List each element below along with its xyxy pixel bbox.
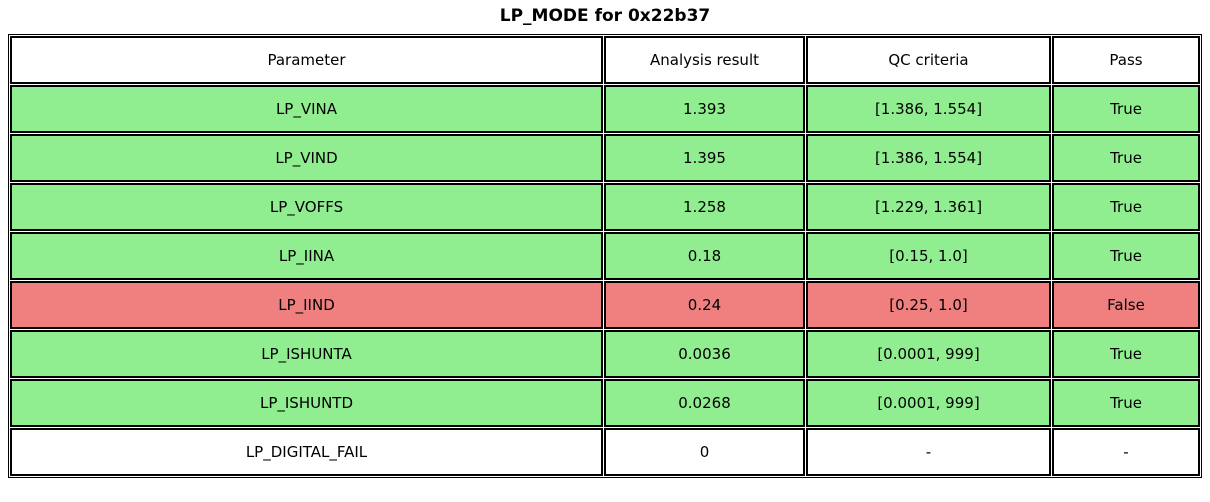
parameter-cell: LP_IINA xyxy=(10,232,603,280)
pass-cell: True xyxy=(1052,134,1200,182)
table-row: LP_IINA 0.18 [0.15, 1.0] True xyxy=(10,232,1200,280)
qc-results-table: Parameter Analysis result QC criteria Pa… xyxy=(8,34,1202,478)
parameter-cell: LP_ISHUNTA xyxy=(10,330,603,378)
qc-criteria-cell: [1.386, 1.554] xyxy=(806,85,1051,133)
column-header-pass: Pass xyxy=(1052,36,1200,84)
qc-criteria-cell: [0.25, 1.0] xyxy=(806,281,1051,329)
table-row: LP_VOFFS 1.258 [1.229, 1.361] True xyxy=(10,183,1200,231)
pass-cell: True xyxy=(1052,379,1200,427)
page-title: LP_MODE for 0x22b37 xyxy=(499,6,711,26)
table-row: LP_IIND 0.24 [0.25, 1.0] False xyxy=(10,281,1200,329)
analysis-result-cell: 0.24 xyxy=(604,281,805,329)
analysis-result-cell: 0.0036 xyxy=(604,330,805,378)
analysis-result-cell: 0.18 xyxy=(604,232,805,280)
pass-cell: - xyxy=(1052,428,1200,476)
header-row: Parameter Analysis result QC criteria Pa… xyxy=(10,36,1200,84)
table-row: LP_VIND 1.395 [1.386, 1.554] True xyxy=(10,134,1200,182)
pass-cell: True xyxy=(1052,183,1200,231)
table-body: LP_VINA 1.393 [1.386, 1.554] True LP_VIN… xyxy=(10,85,1200,476)
column-header-qc-criteria: QC criteria xyxy=(806,36,1051,84)
parameter-cell: LP_DIGITAL_FAIL xyxy=(10,428,603,476)
pass-cell: True xyxy=(1052,232,1200,280)
qc-criteria-cell: [0.0001, 999] xyxy=(806,379,1051,427)
parameter-cell: LP_VIND xyxy=(10,134,603,182)
table-row: LP_VINA 1.393 [1.386, 1.554] True xyxy=(10,85,1200,133)
pass-cell: False xyxy=(1052,281,1200,329)
qc-criteria-cell: - xyxy=(806,428,1051,476)
table-row: LP_ISHUNTD 0.0268 [0.0001, 999] True xyxy=(10,379,1200,427)
analysis-result-cell: 1.258 xyxy=(604,183,805,231)
qc-criteria-cell: [0.15, 1.0] xyxy=(806,232,1051,280)
qc-criteria-cell: [0.0001, 999] xyxy=(806,330,1051,378)
parameter-cell: LP_IIND xyxy=(10,281,603,329)
qc-criteria-cell: [1.386, 1.554] xyxy=(806,134,1051,182)
analysis-result-cell: 0.0268 xyxy=(604,379,805,427)
pass-cell: True xyxy=(1052,85,1200,133)
analysis-result-cell: 1.395 xyxy=(604,134,805,182)
pass-cell: True xyxy=(1052,330,1200,378)
parameter-cell: LP_VINA xyxy=(10,85,603,133)
table-row: LP_ISHUNTA 0.0036 [0.0001, 999] True xyxy=(10,330,1200,378)
analysis-result-cell: 1.393 xyxy=(604,85,805,133)
column-header-parameter: Parameter xyxy=(10,36,603,84)
analysis-result-cell: 0 xyxy=(604,428,805,476)
parameter-cell: LP_ISHUNTD xyxy=(10,379,603,427)
column-header-analysis-result: Analysis result xyxy=(604,36,805,84)
parameter-cell: LP_VOFFS xyxy=(10,183,603,231)
table-header: Parameter Analysis result QC criteria Pa… xyxy=(10,36,1200,84)
qc-criteria-cell: [1.229, 1.361] xyxy=(806,183,1051,231)
table-row: LP_DIGITAL_FAIL 0 - - xyxy=(10,428,1200,476)
